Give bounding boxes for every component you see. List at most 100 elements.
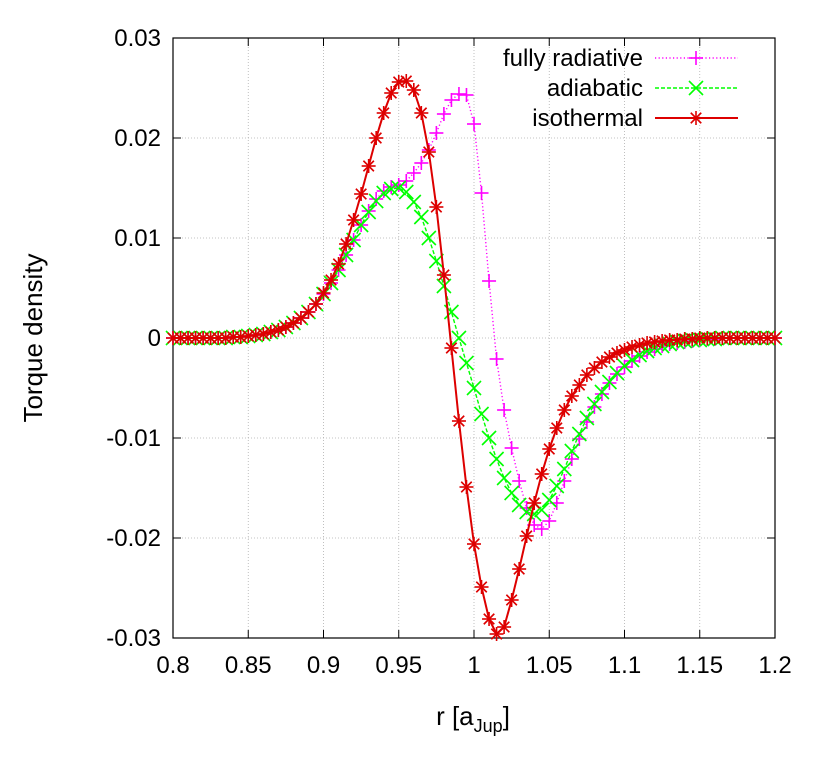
data-point — [384, 180, 399, 194]
data-point — [436, 278, 452, 294]
x-tick-label: 1.15 — [676, 652, 723, 679]
y-axis-ticks: -0.03 -0.02 -0.01 0 0.01 0.02 0.03 — [106, 25, 775, 652]
data-point — [399, 174, 414, 188]
data-point — [241, 329, 256, 343]
data-point — [444, 341, 459, 355]
data-point — [594, 355, 609, 369]
data-point — [542, 514, 557, 528]
data-point — [354, 187, 369, 201]
legend: fully radiative adiabatic isothermal — [503, 45, 738, 132]
data-point — [248, 328, 263, 342]
data-point — [421, 145, 436, 159]
data-point — [421, 230, 437, 246]
data-point — [541, 492, 557, 508]
data-point — [497, 620, 512, 634]
data-point — [497, 403, 512, 417]
data-point — [278, 320, 293, 334]
data-point — [406, 166, 421, 180]
data-point — [489, 352, 504, 366]
data-point — [557, 403, 572, 417]
legend-marker — [689, 111, 703, 125]
x-axis-ticks: 0.8 0.85 0.9 0.95 1 1.05 1.1 1.15 1.2 — [156, 38, 792, 679]
data-point — [414, 156, 429, 170]
data-point — [655, 334, 670, 348]
data-point — [519, 529, 534, 543]
y-tick-label: 0.01 — [114, 225, 161, 252]
data-point — [339, 237, 354, 251]
data-point — [398, 184, 414, 200]
y-tick-label: 0.02 — [114, 125, 161, 152]
data-point — [466, 380, 482, 396]
x-tick-label: 0.9 — [307, 652, 340, 679]
data-point — [444, 93, 459, 107]
x-axis-label-main: r [a — [436, 701, 474, 731]
data-point — [376, 185, 392, 201]
data-point — [549, 478, 565, 494]
y-tick-label: -0.02 — [106, 525, 161, 552]
data-point — [436, 107, 451, 121]
data-point — [451, 87, 466, 101]
x-tick-label: 0.8 — [156, 652, 189, 679]
legend-entry: isothermal — [532, 105, 738, 132]
data-point — [406, 83, 421, 97]
data-point — [526, 506, 542, 522]
data-point — [338, 247, 354, 263]
x-axis-label: r [aJup] — [436, 701, 510, 736]
x-tick-label: 1.2 — [758, 652, 791, 679]
y-tick-label: -0.01 — [106, 425, 161, 452]
data-point — [391, 180, 407, 196]
data-point — [685, 332, 700, 346]
data-point — [512, 474, 527, 488]
data-point — [534, 467, 549, 481]
series-isothermal — [166, 74, 782, 641]
data-point — [286, 316, 301, 330]
data-point — [482, 612, 497, 626]
legend-label: fully radiative — [503, 45, 643, 72]
data-point — [579, 410, 595, 426]
data-point — [429, 200, 444, 214]
data-point — [361, 159, 376, 173]
data-point — [413, 209, 429, 225]
data-point — [391, 75, 406, 89]
data-point — [670, 333, 685, 347]
data-point — [624, 352, 640, 368]
data-point — [564, 452, 579, 466]
data-point — [467, 537, 481, 551]
data-point — [459, 480, 474, 494]
data-point — [512, 562, 527, 576]
data-point — [527, 496, 542, 510]
data-point — [346, 213, 361, 227]
data-point — [489, 451, 505, 467]
data-point — [572, 378, 587, 392]
data-point — [601, 374, 618, 390]
data-point — [594, 387, 609, 401]
data-point — [587, 400, 602, 414]
x-tick-label: 0.85 — [225, 652, 272, 679]
data-point — [474, 186, 489, 200]
data-point — [556, 461, 572, 477]
data-point — [496, 470, 512, 486]
data-point — [640, 336, 655, 350]
legend-marker — [689, 51, 703, 65]
data-point — [458, 355, 475, 371]
data-point — [647, 335, 662, 349]
data-point — [549, 421, 564, 435]
data-point — [451, 330, 467, 346]
legend-entry: fully radiative — [503, 45, 738, 72]
data-point — [482, 274, 497, 288]
data-point — [586, 396, 602, 412]
data-point — [451, 414, 466, 428]
data-point — [429, 126, 444, 140]
data-point — [384, 86, 399, 100]
data-point — [324, 273, 339, 287]
legend-label: adiabatic — [547, 75, 643, 102]
y-tick-label: 0 — [148, 325, 161, 352]
data-point — [616, 358, 633, 374]
data-point — [768, 331, 782, 345]
data-point — [474, 580, 489, 594]
data-point — [369, 131, 384, 145]
data-point — [316, 286, 331, 300]
legend-label: isothermal — [532, 105, 643, 132]
data-point — [534, 522, 549, 536]
data-point — [504, 485, 520, 501]
